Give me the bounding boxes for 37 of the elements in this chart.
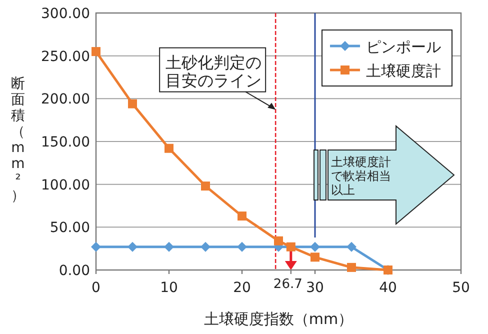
point — [310, 252, 320, 262]
y-tick-label: 300.00 — [41, 6, 90, 22]
x-tick-label: 26.7 — [273, 277, 302, 292]
x-tick-label: 20 — [233, 280, 251, 296]
point — [200, 242, 210, 252]
annotation: 土壌硬度計で軟岩相当以上 — [331, 155, 391, 197]
y-axis-title: 断面積（mm²） — [11, 76, 25, 204]
point — [92, 47, 100, 56]
x-tick-label: 10 — [160, 280, 178, 296]
annotation: 土砂化判定の目安のライン — [166, 52, 262, 90]
point — [347, 262, 356, 272]
point — [128, 99, 137, 108]
y-tick-label: 250.00 — [41, 48, 90, 65]
legend-label: ピンポール — [366, 38, 441, 56]
y-tick-label: 200.00 — [41, 92, 90, 108]
point — [274, 236, 283, 246]
point — [128, 242, 138, 252]
x-tick-label: 0 — [92, 280, 100, 296]
legend-label: 土壌硬度計 — [366, 62, 441, 80]
point — [201, 182, 210, 191]
point — [310, 242, 320, 252]
x-tick-label: 50 — [452, 280, 470, 296]
point — [164, 242, 174, 252]
point — [164, 144, 174, 153]
y-tick-label: 150.00 — [41, 134, 90, 150]
point — [238, 212, 246, 221]
y-tick-label: 50.00 — [50, 220, 90, 236]
x-tick-label: 40 — [379, 280, 397, 296]
x-tick-label: 30 — [306, 280, 324, 296]
y-tick-label: 100.00 — [41, 177, 90, 194]
callout: 土砂化判定の目安のライン — [159, 47, 276, 110]
point — [286, 242, 296, 252]
point — [346, 242, 356, 252]
point — [237, 242, 247, 252]
x-axis-title: 土壌硬度指数（mm） — [204, 310, 354, 328]
point — [91, 242, 101, 252]
y-tick-label: 0.00 — [58, 263, 90, 279]
